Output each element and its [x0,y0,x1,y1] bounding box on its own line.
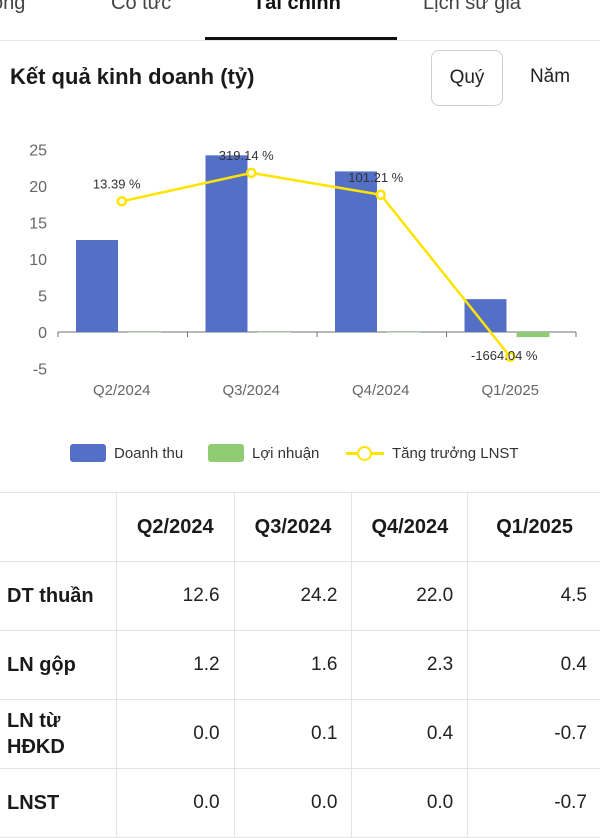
table-cell: 0.0 [115,768,235,838]
y-tick-label: 0 [38,325,47,342]
table-cell: 0.4 [467,630,600,700]
table-cell: -0.7 [467,768,600,838]
legend-label-revenue: Doanh thu [114,444,184,462]
legend-revenue[interactable]: Doanh thu [70,444,183,462]
table-cell: 24.2 [233,561,353,631]
bar-revenue [76,240,118,332]
legend-label-profit: Lợi nhuận [252,444,320,462]
y-tick-label: 25 [29,143,47,160]
growth-line [121,171,512,358]
table-cell: 0.0 [351,768,469,838]
table-row: LN từ HĐKD 0.0 0.1 0.4 -0.7 [0,699,600,769]
x-tick-label: Q1/2025 [481,382,539,399]
tab-price-history[interactable]: Lịch sử giá [423,0,521,14]
chart-legend: Doanh thu Lợi nhuận Tăng trưởng LNST [0,440,600,470]
x-tick-label: Q3/2024 [222,382,280,399]
row-label: LNST [0,768,117,838]
table-row: LN gộp 1.2 1.6 2.3 0.4 [0,630,600,700]
growth-data-label: 319.14 % [219,148,274,163]
growth-data-label: -1664.04 % [471,348,538,363]
table-cell: 0.4 [351,699,469,769]
bar-revenue [205,155,248,332]
growth-data-label: 101.21 % [348,170,403,185]
growth-point [375,189,386,201]
y-tick-label: 5 [38,289,47,306]
quarter-button[interactable]: Quý [431,50,503,106]
row-label: LN từ HĐKD [0,699,117,769]
legend-growth[interactable]: Tăng trưởng LNST [346,444,519,462]
y-tick-label: -5 [33,362,47,379]
table-cell: 2.3 [351,630,469,700]
table-cell: 0.0 [233,768,353,838]
table-header-q2-2024: Q2/2024 [115,492,235,562]
table-cell: 0.0 [115,699,235,769]
table-row: DT thuần 12.6 24.2 22.0 4.5 [0,561,600,631]
table-cell: 4.5 [467,561,600,631]
y-tick-label: 15 [29,216,47,233]
table-cell: 0.1 [233,699,353,769]
tab-dividends[interactable]: Cổ tức [111,0,172,14]
table-cell: -0.7 [467,699,600,769]
tab-bar: ông Cổ tức Tài chính Lịch sử giá [0,0,600,41]
tab-partial[interactable]: ông [0,0,26,14]
financial-table: Q2/2024 Q3/2024 Q4/2024 Q1/2025 DT thuần… [0,492,600,838]
table-header-row: Q2/2024 Q3/2024 Q4/2024 Q1/2025 [0,492,600,562]
year-button[interactable]: Năm [529,66,571,87]
table-header-q4-2024: Q4/2024 [351,492,469,562]
table-header-empty [0,492,117,562]
y-tick-label: 20 [29,179,47,196]
legend-swatch-revenue [70,444,106,462]
legend-swatch-profit [208,444,244,462]
x-tick-label: Q4/2024 [352,382,410,399]
business-results-chart: 25 20 15 10 5 0 -5 Q2/2024 Q3/2024 Q4/2024 Q1/2025… [29,143,577,399]
legend-profit[interactable]: Lợi nhuận [208,444,319,462]
growth-point [246,167,257,179]
active-tab-indicator [205,37,397,40]
table-row: LNST 0.0 0.0 0.0 -0.7 [0,768,600,838]
tab-finance[interactable]: Tài chính [253,0,341,14]
y-tick-label: 10 [29,252,47,269]
table-header-q1-2025: Q1/2025 [467,492,600,562]
bar-profit [128,332,161,333]
table-cell: 1.6 [233,630,353,700]
row-label: DT thuần [0,561,117,631]
bar-revenue [335,171,377,332]
row-label: LN gộp [0,630,117,700]
growth-point [116,196,127,207]
table-cell: 1.2 [115,630,235,700]
bar-profit [516,332,550,338]
legend-swatch-growth [346,444,384,462]
legend-label-growth: Tăng trưởng LNST [392,444,519,462]
bar-profit [257,332,291,333]
section-title: Kết quả kinh doanh (tỷ) [10,64,255,89]
bar-profit [387,332,420,333]
x-tick-label: Q2/2024 [93,382,151,399]
table-header-q3-2024: Q3/2024 [233,492,353,562]
table-cell: 12.6 [115,561,235,631]
growth-data-label: 13.39 % [93,176,141,191]
growth-point [505,351,516,363]
table-cell: 22.0 [351,561,469,631]
